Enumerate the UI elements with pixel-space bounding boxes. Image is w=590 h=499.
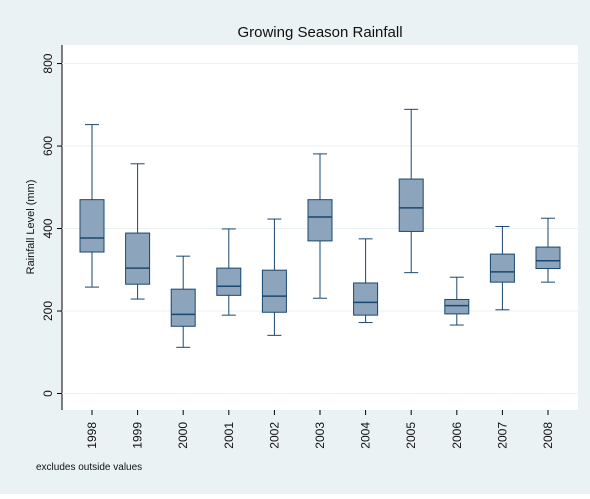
box — [307, 199, 333, 242]
x-tick-label: 2004 — [359, 422, 373, 449]
box — [170, 288, 196, 327]
x-tick-label: 2008 — [541, 422, 555, 449]
y-axis-label: Rainfall Level (mm) — [25, 180, 37, 275]
x-tick-label: 2002 — [267, 422, 281, 449]
y-tick-label: 400 — [41, 218, 55, 238]
y-tick-label: 200 — [41, 301, 55, 321]
x-tick-label: 2005 — [404, 422, 418, 449]
x-tick-label: 1998 — [85, 422, 99, 449]
x-tick-label: 1999 — [131, 422, 145, 449]
box — [398, 178, 424, 232]
box — [125, 232, 151, 285]
note: excludes outside values — [36, 462, 142, 473]
x-tick-label: 2001 — [222, 422, 236, 449]
y-tick-label: 600 — [41, 136, 55, 156]
x-tick-label: 2003 — [313, 422, 327, 449]
box — [216, 267, 242, 296]
x-tick-label: 2000 — [176, 422, 190, 449]
box — [444, 298, 470, 315]
x-tick-label: 2006 — [450, 422, 464, 449]
box — [535, 246, 561, 270]
y-tick-label: 800 — [41, 53, 55, 73]
x-tick-label: 2007 — [495, 422, 509, 449]
box — [489, 253, 515, 283]
box — [261, 269, 287, 313]
chart-title: Growing Season Rainfall — [237, 24, 402, 41]
box — [79, 199, 105, 253]
box — [353, 282, 379, 316]
y-tick-label: 0 — [41, 390, 55, 397]
